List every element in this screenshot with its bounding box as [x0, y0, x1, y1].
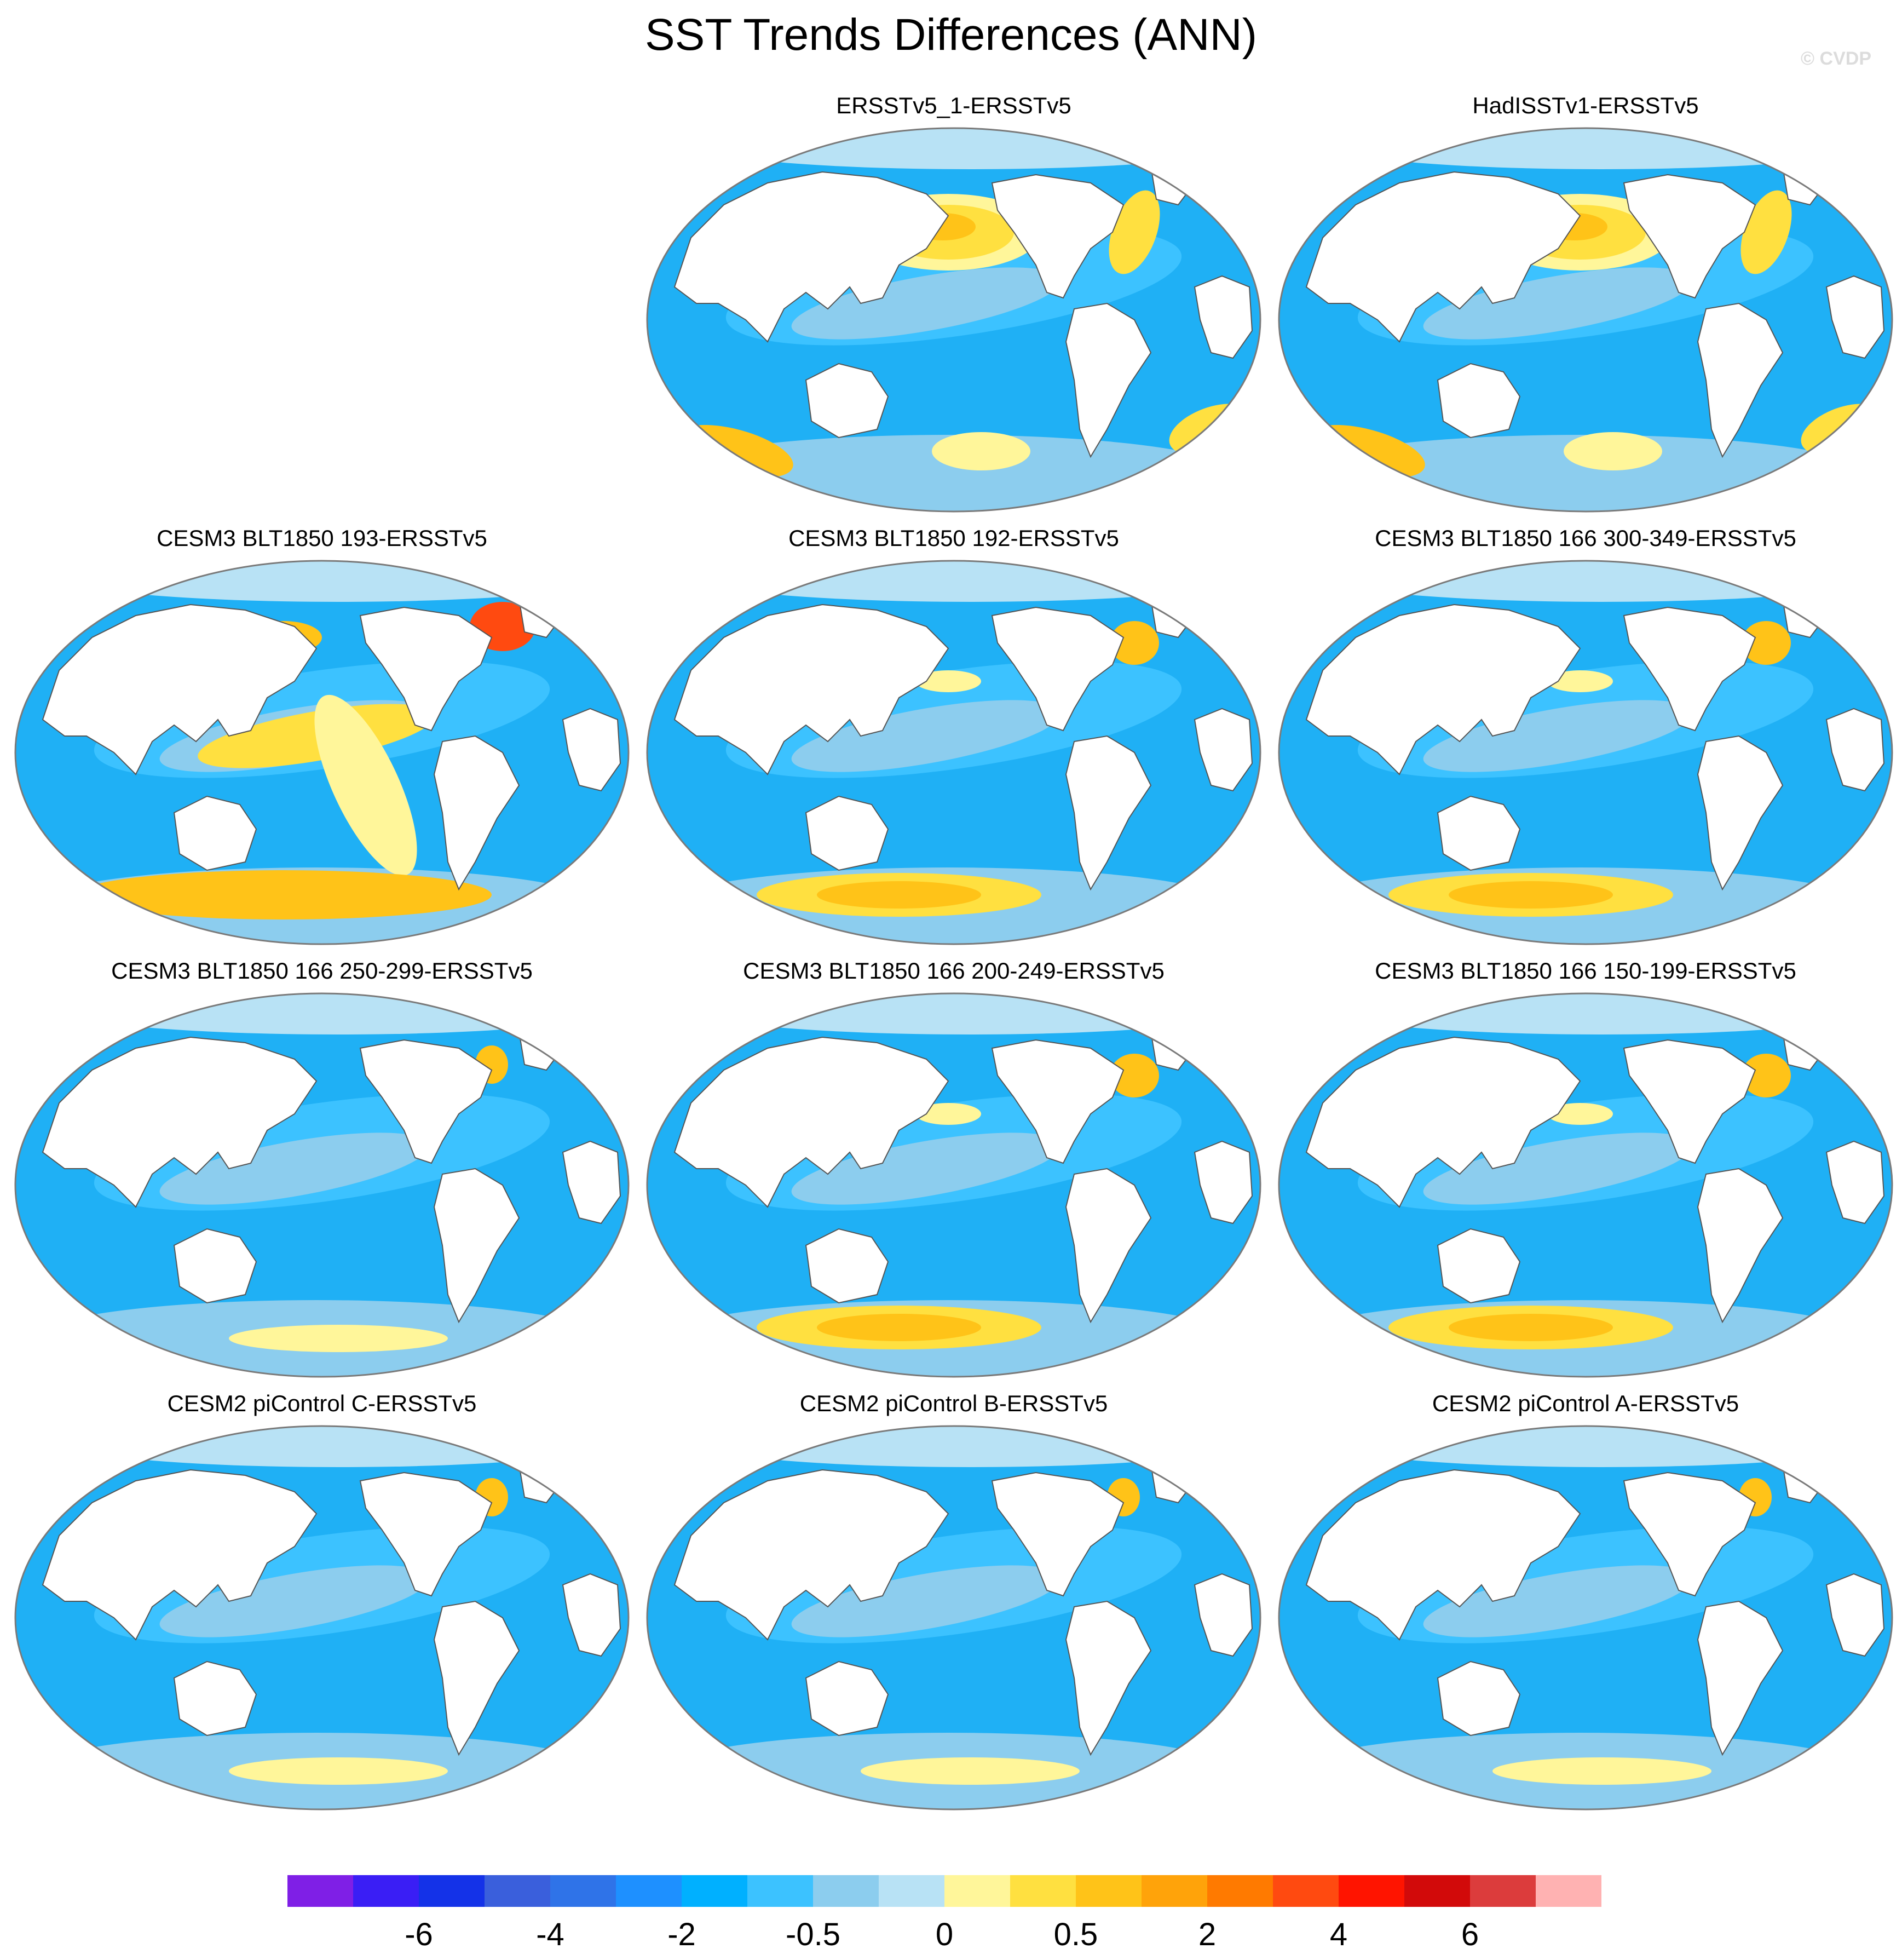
colorbar-swatch: [1339, 1875, 1404, 1907]
colorbar-swatch: [944, 1875, 1010, 1907]
panel-title: CESM3 BLT1850 166 300-349-ERSSTv5: [1375, 525, 1796, 551]
map-panel: HadISSTv1-ERSSTv5: [1273, 92, 1898, 525]
colorbar-swatch: [682, 1875, 747, 1907]
colorbar-swatch: [1536, 1875, 1601, 1907]
colorbar-swatch: [550, 1875, 616, 1907]
sst-map: [14, 560, 630, 945]
colorbar-swatch: [747, 1875, 813, 1907]
colorbar-tick-label: 0: [935, 1917, 954, 1952]
panel-title: CESM3 BLT1850 166 150-199-ERSSTv5: [1375, 958, 1796, 984]
sst-map: [1278, 992, 1893, 1378]
colorbar-swatch: [1404, 1875, 1470, 1907]
sst-map: [14, 992, 630, 1378]
colorbar-tick-label: -6: [405, 1917, 433, 1952]
sst-map: [1278, 1425, 1893, 1810]
sst-map: [1278, 560, 1893, 945]
colorbar-swatch: [1076, 1875, 1142, 1907]
map-panel: CESM2 piControl B-ERSSTv5: [642, 1390, 1266, 1823]
colorbar-swatch: [879, 1875, 944, 1907]
sst-map: [646, 560, 1261, 945]
colorbar-tick-label: 4: [1329, 1917, 1348, 1952]
map-panel: CESM3 BLT1850 166 300-349-ERSSTv5: [1273, 525, 1898, 957]
colorbar-tick-label: -0.5: [786, 1917, 840, 1952]
panel-title: HadISSTv1-ERSSTv5: [1472, 93, 1699, 118]
colorbar-swatch: [1207, 1875, 1273, 1907]
colorbar-swatch: [353, 1875, 419, 1907]
sst-map: [646, 992, 1261, 1378]
colorbar-swatch: [1142, 1875, 1207, 1907]
sst-map: [1278, 127, 1893, 513]
panel-title: CESM3 BLT1850 166 200-249-ERSSTv5: [743, 958, 1165, 984]
colorbar-tick-label: 2: [1198, 1917, 1217, 1952]
map-panel: CESM3 BLT1850 166 200-249-ERSSTv5: [642, 957, 1266, 1390]
colorbar-tick-label: -4: [536, 1917, 564, 1952]
map-panel: CESM3 BLT1850 192-ERSSTv5: [642, 525, 1266, 957]
map-panel: CESM3 BLT1850 166 150-199-ERSSTv5: [1273, 957, 1898, 1390]
map-panel: CESM2 piControl A-ERSSTv5: [1273, 1390, 1898, 1823]
colorbar-swatch: [616, 1875, 682, 1907]
colorbar-swatch: [485, 1875, 550, 1907]
panel-title: CESM3 BLT1850 166 250-299-ERSSTv5: [111, 958, 533, 984]
panel-title: ERSSTv5_1-ERSSTv5: [836, 93, 1071, 118]
panel-title: CESM3 BLT1850 193-ERSSTv5: [157, 525, 487, 551]
map-panel: CESM3 BLT1850 166 250-299-ERSSTv5: [10, 957, 634, 1390]
colorbar-swatch: [1273, 1875, 1339, 1907]
panel-title: CESM2 piControl A-ERSSTv5: [1432, 1390, 1739, 1416]
map-panel: CESM3 BLT1850 193-ERSSTv5: [10, 525, 634, 957]
colorbar-swatch: [813, 1875, 879, 1907]
panel-title: CESM2 piControl B-ERSSTv5: [799, 1390, 1108, 1416]
sst-map: [646, 1425, 1261, 1810]
sst-map: [14, 1425, 630, 1810]
map-panel: CESM2 piControl C-ERSSTv5: [10, 1390, 634, 1823]
map-panel: ERSSTv5_1-ERSSTv5: [642, 92, 1266, 525]
colorbar-swatch: [1010, 1875, 1076, 1907]
colorbar-tick-label: 0.5: [1053, 1917, 1098, 1952]
sst-map: [646, 127, 1261, 513]
colorbar-tick-label: -2: [667, 1917, 696, 1952]
colorbar-swatch: [419, 1875, 485, 1907]
panel-title: CESM3 BLT1850 192-ERSSTv5: [788, 525, 1119, 551]
cvdp-watermark: © CVDP: [1801, 48, 1871, 69]
figure-title: SST Trends Differences (ANN): [644, 10, 1257, 60]
colorbar-swatch: [287, 1875, 353, 1907]
panel-title: CESM2 piControl C-ERSSTv5: [167, 1390, 477, 1416]
colorbar-tick-label: 6: [1461, 1917, 1479, 1952]
colorbar-swatch: [1470, 1875, 1536, 1907]
